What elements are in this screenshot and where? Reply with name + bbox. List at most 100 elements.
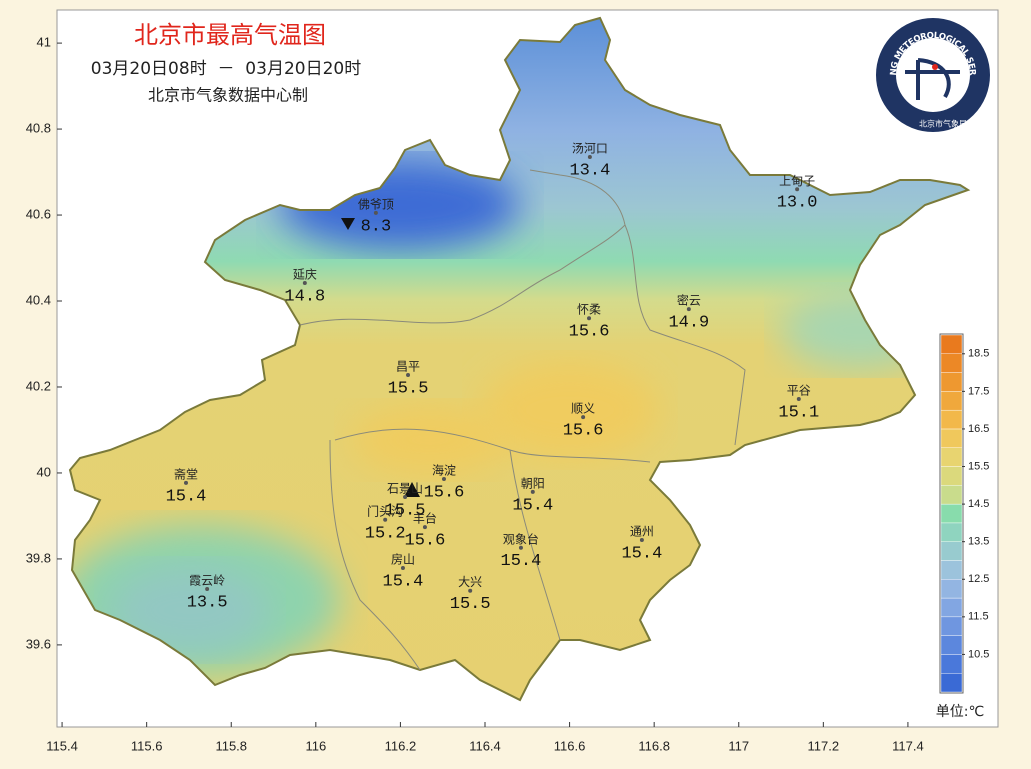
station-dot — [406, 372, 411, 377]
station-value: 8.3 — [361, 217, 392, 236]
x-tick-label: 117 — [728, 738, 749, 753]
colorbar-band — [940, 635, 963, 655]
station-name: 通州 — [630, 525, 654, 539]
colorbar-band — [940, 522, 963, 542]
colorbar-band — [940, 447, 963, 467]
colorbar-label: 13.5 — [968, 536, 989, 548]
station-name: 佛爷顶 — [358, 197, 394, 211]
x-tick-label: 116.6 — [554, 738, 586, 753]
station-name: 斋堂 — [174, 466, 198, 481]
colorbar-band — [940, 334, 963, 354]
colorbar-band — [940, 541, 963, 561]
colorbar-label: 10.5 — [968, 648, 989, 660]
station-dot — [422, 525, 427, 530]
station-name: 大兴 — [458, 575, 482, 589]
colorbar-band — [940, 560, 963, 580]
colorbar-label: 12.5 — [968, 573, 989, 585]
station-dot — [581, 415, 586, 420]
station-value: 15.4 — [383, 572, 424, 591]
station-name: 海淀 — [432, 462, 456, 477]
x-tick-label: 115.6 — [131, 738, 163, 753]
station-dot — [530, 489, 535, 494]
station-value: 15.4 — [166, 487, 207, 506]
y-tick-label: 39.8 — [26, 550, 51, 565]
source: 北京市气象数据中心制 — [148, 86, 308, 105]
station-dot — [403, 495, 408, 500]
station-value: 15.4 — [512, 496, 553, 515]
station-name: 平谷 — [787, 384, 811, 398]
station-name: 丰台 — [413, 511, 437, 526]
station-value: 13.5 — [187, 594, 228, 613]
station-name: 石景山 — [387, 482, 423, 496]
station-dot — [383, 517, 388, 522]
x-tick-label: 116 — [305, 738, 326, 753]
station-name: 门头沟 — [367, 503, 403, 518]
station-name: 房山 — [391, 551, 415, 566]
station-dot — [441, 476, 446, 481]
colorbar-band — [940, 428, 963, 448]
station-dot — [639, 538, 644, 543]
station-dot — [373, 210, 378, 215]
station-value: 15.4 — [501, 552, 542, 571]
colorbar-band — [940, 485, 963, 505]
station-dot — [205, 587, 210, 592]
colorbar-band — [940, 654, 963, 674]
colorbar-band — [940, 466, 963, 486]
y-tick-label: 40 — [37, 464, 51, 479]
colorbar-band — [940, 409, 963, 430]
station-value: 15.1 — [778, 404, 819, 423]
station-name: 上甸子 — [779, 174, 815, 188]
station-name: 汤河口 — [572, 142, 608, 156]
station-value: 15.5 — [385, 502, 426, 521]
station-value: 15.5 — [388, 379, 429, 398]
station-name: 密云 — [677, 293, 701, 308]
max-marker — [404, 482, 420, 497]
x-tick-label: 116.4 — [469, 738, 501, 753]
min-marker — [341, 218, 355, 230]
station-name: 昌平 — [396, 359, 420, 373]
station-value: 15.6 — [563, 422, 604, 441]
station-value: 14.8 — [284, 287, 325, 306]
colorbar-label: 14.5 — [968, 498, 989, 510]
colorbar-label: 16.5 — [968, 423, 989, 435]
station-value: 13.4 — [569, 161, 610, 180]
station-dot — [400, 565, 405, 570]
colorbar-label: 11.5 — [968, 611, 989, 623]
colorbar-band — [940, 597, 963, 618]
title: 北京市最高气温图 — [134, 21, 326, 49]
colorbar-label: 18.5 — [968, 348, 989, 360]
station-dot — [302, 280, 307, 285]
station-dot — [796, 397, 801, 402]
colorbar-band — [940, 673, 963, 693]
station-value: 15.2 — [365, 524, 406, 543]
logo-text-cn: 北京市气象局 — [919, 119, 967, 129]
station-name: 怀柔 — [577, 303, 601, 317]
colorbar-band — [940, 503, 963, 524]
station-value: 15.5 — [450, 595, 491, 614]
station-name: 观象台 — [503, 531, 539, 546]
unit-label: 单位:℃ — [936, 704, 984, 720]
station-value: 14.9 — [668, 314, 709, 333]
y-tick-label: 39.6 — [26, 636, 51, 651]
district-boundaries — [299, 169, 746, 671]
station-dot — [686, 307, 691, 312]
colorbar-frame — [939, 333, 964, 694]
station-dot — [183, 480, 188, 485]
y-tick-label: 40.8 — [26, 121, 51, 136]
subtitle: 03月20日08时 － 03月20日20时 — [91, 59, 361, 79]
station-name: 霞云岭 — [189, 574, 225, 588]
station-name: 朝阳 — [521, 476, 545, 490]
station-dot — [587, 316, 592, 321]
colorbar-band — [940, 353, 963, 373]
station-dot — [468, 588, 473, 593]
station-dot — [518, 545, 523, 550]
y-tick-label: 40.4 — [26, 292, 51, 307]
station-name: 顺义 — [571, 402, 595, 416]
x-tick-label: 117.2 — [808, 738, 840, 753]
station-dot — [795, 187, 800, 192]
x-tick-label: 117.4 — [892, 738, 924, 753]
station-dot — [587, 155, 592, 160]
station-value: 15.6 — [405, 532, 446, 551]
x-tick-label: 116.2 — [385, 738, 417, 753]
